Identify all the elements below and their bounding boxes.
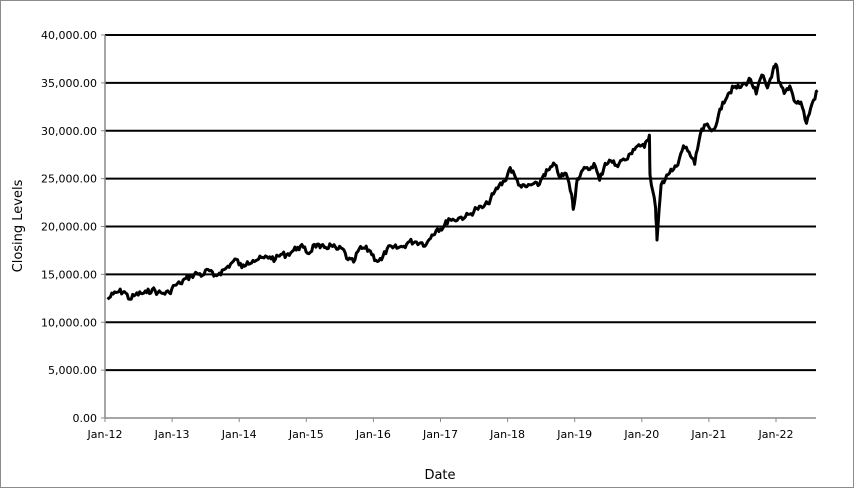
y-axis-label: Closing Levels [11, 179, 26, 272]
x-tick-label: Jan-12 [87, 428, 123, 441]
x-tick-label: Jan-19 [556, 428, 592, 441]
y-tick-label: 20,000.00 [41, 221, 97, 234]
y-tick-label: 25,000.00 [41, 173, 97, 186]
x-tick-label: Jan-14 [221, 428, 257, 441]
x-tick-label: Jan-18 [489, 428, 525, 441]
x-tick-label: Jan-22 [758, 428, 794, 441]
y-tick-label: 10,000.00 [41, 316, 97, 329]
x-tick-label: Jan-15 [288, 428, 324, 441]
y-tick-label: 30,000.00 [41, 125, 97, 138]
y-tick-label: 5,000.00 [48, 364, 97, 377]
x-axis-label: Date [424, 468, 455, 483]
x-tick-label: Jan-16 [355, 428, 391, 441]
x-tick-label: Jan-17 [422, 428, 458, 441]
x-tick-label: Jan-21 [690, 428, 726, 441]
x-tick-label: Jan-20 [623, 428, 659, 441]
y-tick-label: 40,000.00 [41, 29, 97, 42]
y-tick-label: 35,000.00 [41, 77, 97, 90]
y-tick-label: 0.00 [73, 412, 98, 425]
series-line [106, 62, 819, 301]
y-tick-label: 15,000.00 [41, 268, 97, 281]
x-tick-label: Jan-13 [154, 428, 190, 441]
